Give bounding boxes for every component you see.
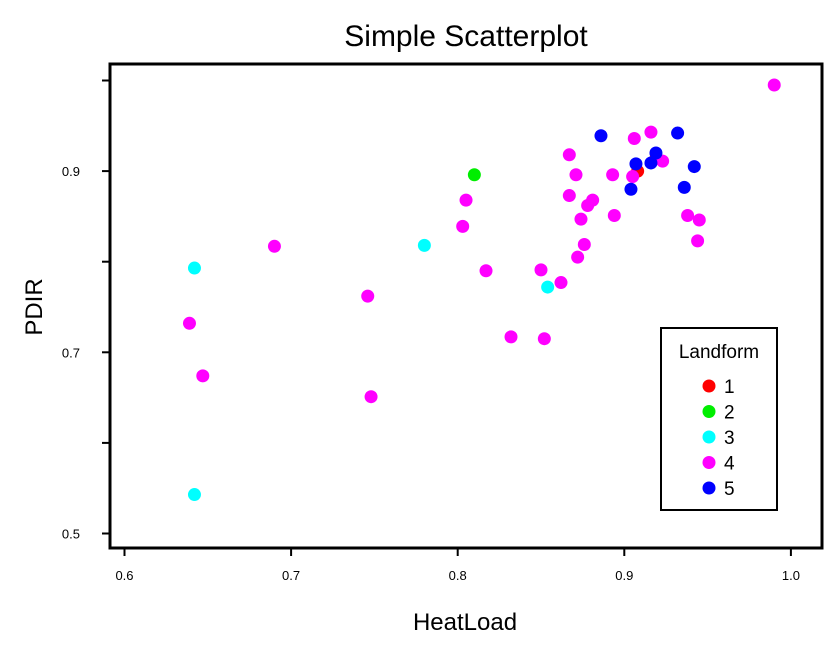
data-point-landform-4 bbox=[562, 189, 576, 203]
data-point-landform-5 bbox=[644, 156, 658, 170]
legend-label-3: 3 bbox=[724, 428, 735, 449]
data-point-landform-4 bbox=[569, 168, 583, 182]
data-point-landform-4 bbox=[606, 168, 620, 182]
plot-area bbox=[108, 62, 824, 550]
data-point-landform-4 bbox=[692, 213, 706, 227]
y-axis-label: PDIR bbox=[21, 278, 48, 335]
data-point-landform-4 bbox=[267, 239, 281, 253]
x-axis: 0.6 0.7 0.8 0.9 1.0 bbox=[115, 548, 800, 583]
legend-items: 1 2 3 4 5 bbox=[702, 377, 735, 500]
data-point-landform-5 bbox=[594, 129, 608, 143]
y-tick-label: 0.7 bbox=[62, 345, 80, 360]
data-point-landform-4 bbox=[627, 131, 641, 145]
data-point-landform-4 bbox=[562, 148, 576, 162]
data-point-landform-5 bbox=[677, 180, 691, 194]
data-point-landform-4 bbox=[456, 219, 470, 233]
data-point-landform-4 bbox=[479, 264, 493, 278]
data-point-landform-3 bbox=[541, 280, 555, 294]
legend-title: Landform bbox=[679, 342, 759, 363]
data-point-landform-5 bbox=[671, 126, 685, 140]
legend-marker-4 bbox=[702, 456, 716, 469]
plot-frame bbox=[108, 62, 824, 550]
data-point-landform-3 bbox=[187, 488, 201, 502]
legend: Landform 1 2 3 4 5 bbox=[660, 327, 778, 511]
data-point-landform-4 bbox=[571, 250, 585, 264]
data-point-landform-4 bbox=[459, 193, 473, 207]
y-tick-label: 0.5 bbox=[62, 527, 80, 542]
data-point-landform-4 bbox=[626, 170, 640, 184]
x-tick-label: 0.8 bbox=[449, 568, 467, 583]
legend-marker-5 bbox=[702, 481, 716, 495]
data-point-landform-4 bbox=[364, 390, 378, 404]
data-point-landform-5 bbox=[649, 146, 663, 160]
legend-marker-1 bbox=[702, 379, 716, 393]
data-point-landform-4 bbox=[607, 208, 621, 222]
data-points bbox=[182, 78, 781, 502]
data-point-landform-5 bbox=[629, 157, 643, 171]
y-axis: 0.5 0.7 0.9 bbox=[62, 79, 110, 542]
y-tick-label: 0.9 bbox=[62, 164, 80, 179]
data-point-landform-4 bbox=[577, 237, 591, 251]
data-point-landform-4 bbox=[554, 276, 568, 290]
legend-label-2: 2 bbox=[724, 403, 735, 424]
data-point-landform-3 bbox=[417, 238, 431, 252]
data-point-landform-4 bbox=[586, 193, 600, 207]
x-tick-label: 0.7 bbox=[282, 568, 300, 583]
legend-label-1: 1 bbox=[724, 377, 735, 398]
data-point-landform-4 bbox=[534, 263, 548, 277]
legend-label-4: 4 bbox=[724, 454, 735, 475]
x-tick-label: 0.6 bbox=[115, 568, 133, 583]
legend-marker-3 bbox=[702, 430, 716, 444]
data-point-landform-4 bbox=[691, 234, 705, 248]
x-tick-label: 1.0 bbox=[782, 568, 800, 583]
data-point-landform-5 bbox=[687, 160, 701, 174]
data-point-landform-4 bbox=[182, 316, 196, 330]
legend-box bbox=[660, 327, 778, 511]
data-point-landform-4 bbox=[361, 289, 375, 303]
data-point-landform-4 bbox=[574, 212, 588, 226]
legend-marker-2 bbox=[702, 405, 716, 418]
data-point-landform-4 bbox=[644, 125, 658, 139]
x-axis-label: HeatLoad bbox=[413, 609, 517, 636]
data-point-landform-4 bbox=[767, 78, 781, 92]
data-point-landform-4 bbox=[196, 369, 210, 383]
x-tick-label: 0.9 bbox=[615, 568, 633, 583]
legend-label-5: 5 bbox=[724, 479, 735, 500]
data-point-landform-2 bbox=[467, 168, 481, 182]
data-point-landform-5 bbox=[624, 182, 638, 196]
chart-title: Simple Scatterplot bbox=[344, 20, 588, 53]
data-point-landform-4 bbox=[504, 330, 518, 344]
data-point-landform-3 bbox=[187, 261, 201, 275]
data-point-landform-4 bbox=[537, 332, 551, 346]
data-point-landform-4 bbox=[681, 208, 695, 222]
